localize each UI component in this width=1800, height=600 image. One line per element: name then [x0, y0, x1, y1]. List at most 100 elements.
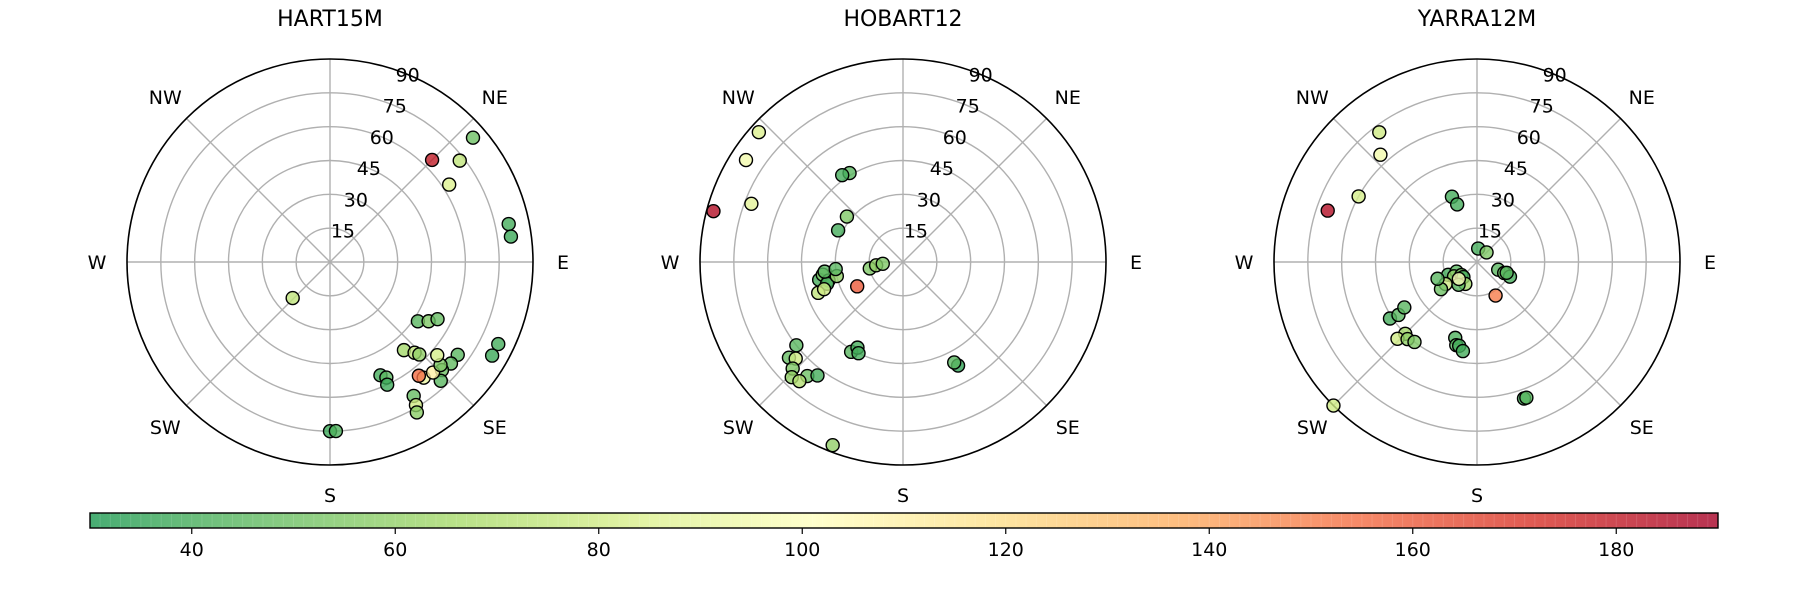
direction-label-ne: NE — [1629, 87, 1655, 109]
scatter-point — [441, 177, 457, 192]
scatter-point — [412, 347, 427, 362]
scatter-point — [1451, 271, 1467, 287]
scatter-point — [1519, 390, 1534, 405]
scatter-point — [706, 204, 721, 219]
direction-label-sw: SW — [1297, 417, 1328, 439]
colorbar-tick-label: 160 — [1395, 539, 1431, 561]
scatter-point — [839, 209, 855, 224]
scatter-point — [828, 261, 843, 277]
angular-grid-line — [902, 117, 1048, 263]
scatter-point — [430, 311, 445, 327]
scatter-point — [810, 368, 825, 383]
scatter-point — [1373, 147, 1388, 162]
scatter-point — [501, 216, 516, 232]
colorbar-tick-label: 140 — [1191, 539, 1227, 561]
direction-label-se: SE — [1630, 417, 1654, 439]
direction-label-e: E — [1704, 252, 1716, 274]
direction-label-nw: NW — [722, 87, 755, 109]
radial-tick-label: 45 — [357, 158, 381, 180]
radial-tick-label: 60 — [943, 127, 967, 149]
polar-frame — [1273, 58, 1681, 466]
direction-label-w: W — [661, 252, 680, 274]
direction-label-s: S — [324, 485, 336, 507]
angular-grid-line — [758, 117, 904, 263]
colorbar-tick-label: 180 — [1598, 539, 1634, 561]
scatter-point — [849, 279, 865, 294]
scatter-point — [947, 355, 962, 370]
panel-title: YARRA12M — [1417, 7, 1537, 32]
angular-grid-line — [1332, 117, 1478, 263]
angular-grid-line — [329, 117, 475, 263]
colorbar-tick-label: 120 — [988, 539, 1024, 561]
scatter-point — [491, 336, 506, 352]
scatter-point — [1407, 334, 1422, 350]
scatter-point — [465, 130, 481, 145]
colorbar-tick-label: 100 — [784, 539, 820, 561]
colorbar-tick-label: 40 — [180, 539, 204, 561]
direction-label-e: E — [1130, 252, 1142, 274]
panel-title: HART15M — [277, 7, 383, 32]
scatter-point — [409, 405, 425, 420]
radial-tick-label: 90 — [1543, 64, 1567, 86]
radial-tick-label: 45 — [930, 158, 954, 180]
radial-tick-label: 75 — [1530, 96, 1554, 118]
scatter-point — [816, 281, 832, 297]
scatter-point — [424, 152, 440, 168]
direction-label-ne: NE — [1055, 87, 1081, 109]
scatter-point — [792, 373, 807, 389]
direction-label-e: E — [557, 252, 569, 274]
scatter-point — [1499, 265, 1514, 281]
polar-frame — [126, 58, 534, 466]
radial-tick-label: 15 — [1478, 221, 1502, 243]
scatter-point — [1455, 343, 1471, 359]
angular-grid-line — [1476, 117, 1622, 263]
scatter-point — [484, 348, 500, 363]
scatter-point — [328, 423, 344, 439]
scatter-point — [825, 437, 840, 453]
direction-label-s: S — [897, 485, 909, 507]
direction-label-sw: SW — [723, 417, 754, 439]
angular-grid-line — [185, 261, 331, 407]
scatter-point — [1351, 189, 1366, 204]
scatter-point — [379, 377, 395, 392]
colorbar-gradient — [90, 513, 1718, 528]
polar-panel-2: YARRA12M 15 30 45 60 75 90 NE E SE S SW W NW — [1235, 7, 1716, 507]
scatter-point — [851, 346, 866, 361]
radial-tick-label: 60 — [370, 127, 394, 149]
direction-label-nw: NW — [149, 87, 182, 109]
scatter-point — [830, 223, 846, 238]
radial-tick-label: 45 — [1504, 158, 1528, 180]
direction-label-s: S — [1471, 485, 1483, 507]
polar-frame — [699, 58, 1107, 466]
direction-label-se: SE — [1056, 417, 1080, 439]
scatter-point — [285, 290, 300, 306]
colorbar: 40 60 80 100 120 140 160 180 — [89, 512, 1719, 561]
direction-label-sw: SW — [150, 417, 181, 439]
radial-tick-label: 30 — [1491, 189, 1515, 211]
polar-panel-1: HOBART12 15 30 45 60 75 90 NE E SE S SW W NW — [661, 7, 1142, 507]
radial-tick-label: 30 — [344, 189, 368, 211]
angular-grid-line — [185, 117, 331, 263]
scatter-point — [1479, 245, 1494, 260]
scatter-point — [1449, 197, 1465, 212]
scatter-point — [452, 153, 467, 168]
angular-grid-line — [1476, 261, 1622, 407]
scatter-point — [1488, 288, 1503, 303]
radial-tick-label: 90 — [396, 64, 420, 86]
scatter-point — [744, 196, 759, 212]
scatter-point — [834, 167, 850, 183]
scatter-point — [738, 152, 754, 168]
colorbar-frame — [89, 512, 1719, 529]
scatter-point — [875, 256, 890, 271]
direction-label-se: SE — [483, 417, 507, 439]
scatter-point — [751, 125, 767, 140]
panel-title: HOBART12 — [843, 7, 962, 32]
scatter-point — [789, 338, 804, 353]
colorbar-tick-label: 60 — [383, 539, 407, 561]
scatter-point — [430, 348, 445, 363]
angular-grid-line — [758, 261, 904, 407]
scatter-point — [503, 229, 519, 244]
scatter-point — [1397, 300, 1412, 315]
angular-grid-line — [902, 261, 1048, 407]
